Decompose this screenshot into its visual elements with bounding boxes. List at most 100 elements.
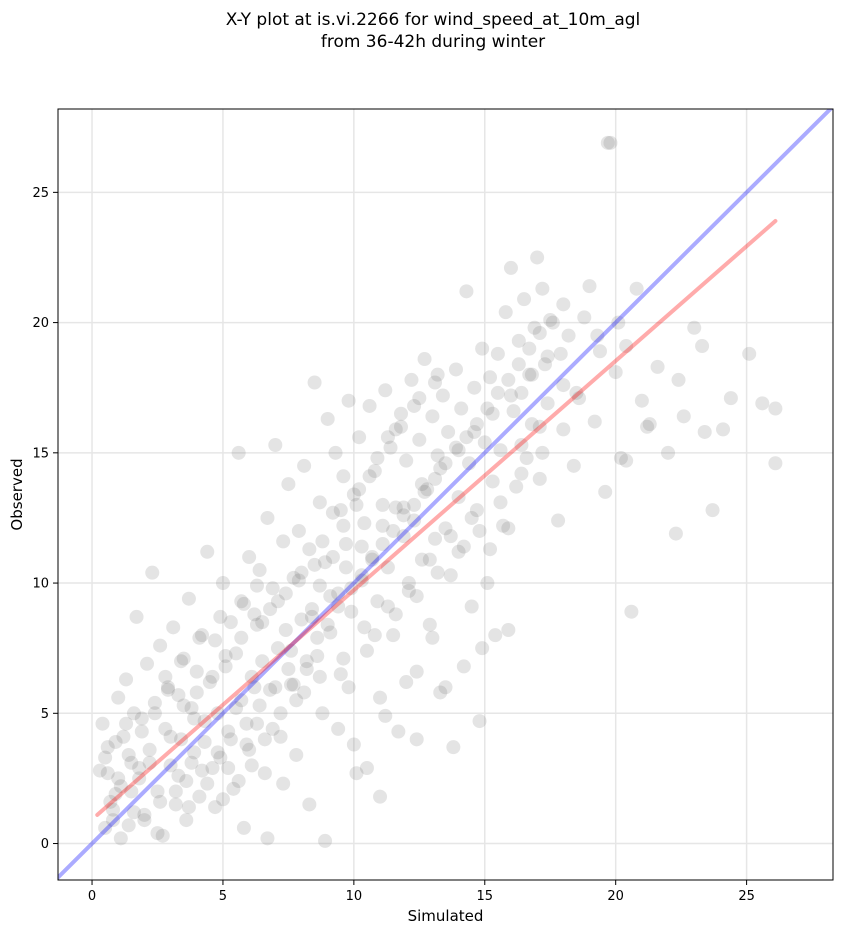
- scatter-point: [380, 599, 395, 614]
- scatter-point: [249, 578, 264, 593]
- scatter-point: [532, 326, 547, 341]
- scatter-point: [375, 536, 390, 551]
- scatter-point: [299, 654, 314, 669]
- scatter-point: [391, 724, 406, 739]
- scatter-point: [485, 474, 500, 489]
- scatter-point: [344, 581, 359, 596]
- scatter-point: [603, 135, 618, 150]
- scatter-point: [454, 401, 469, 416]
- scatter-point: [320, 617, 335, 632]
- scatter-point: [503, 260, 518, 275]
- scatter-point: [155, 828, 170, 843]
- scatter-point: [530, 250, 545, 265]
- scatter-point: [179, 774, 194, 789]
- grid-lines: [58, 109, 833, 880]
- scatter-point: [768, 401, 783, 416]
- scatter-point: [438, 456, 453, 471]
- scatter-point: [145, 565, 160, 580]
- scatter-point: [98, 750, 113, 765]
- scatter-point: [113, 779, 128, 794]
- scatter-point: [551, 513, 566, 528]
- scatter-point: [511, 333, 526, 348]
- scatter-point: [270, 641, 285, 656]
- scatter-point: [103, 794, 118, 809]
- scatter-point: [640, 419, 655, 434]
- scatter-point: [200, 544, 215, 559]
- scatter-point: [150, 826, 165, 841]
- scatter-point: [257, 766, 272, 781]
- scatter-point: [524, 417, 539, 432]
- fit-lines: [58, 109, 833, 880]
- scatter-point: [543, 312, 558, 327]
- scatter-point: [137, 813, 152, 828]
- scatter-point: [422, 617, 437, 632]
- scatter-point: [221, 724, 236, 739]
- scatter-point: [582, 279, 597, 294]
- scatter-point: [187, 711, 202, 726]
- scatter-point: [318, 833, 333, 848]
- scatter-point: [349, 497, 364, 512]
- scatter-point: [108, 734, 123, 749]
- x-tick-label: 5: [219, 889, 227, 904]
- scatter-point: [561, 328, 576, 343]
- scatter-point: [129, 609, 144, 624]
- scatter-point: [181, 800, 196, 815]
- scatter-point: [278, 622, 293, 637]
- scatter-point: [202, 675, 217, 690]
- scatter-point: [401, 583, 416, 598]
- scatter-point: [142, 742, 157, 757]
- scatter-point: [755, 396, 770, 411]
- scatter-point: [331, 721, 346, 736]
- scatter-point: [147, 706, 162, 721]
- scatter-point: [223, 615, 238, 630]
- scatter-point: [386, 628, 401, 643]
- scatter-point: [475, 341, 490, 356]
- scatter-point: [490, 346, 505, 361]
- scatter-point: [624, 604, 639, 619]
- scatter-point: [467, 424, 482, 439]
- scatter-point: [438, 521, 453, 536]
- scatter-point: [229, 701, 244, 716]
- scatter-point: [362, 469, 377, 484]
- scatter-point: [613, 451, 628, 466]
- scatter-point: [501, 372, 516, 387]
- scatter-point: [108, 787, 123, 802]
- scatter-point: [414, 477, 429, 492]
- scatter-point: [307, 557, 322, 572]
- one-to-one-line: [58, 109, 833, 880]
- scatter-point: [619, 339, 634, 354]
- scatter-point: [312, 669, 327, 684]
- scatter-point: [367, 464, 382, 479]
- scatter-point: [441, 424, 456, 439]
- scatter-point: [113, 831, 128, 846]
- scatter-point: [291, 523, 306, 538]
- scatter-point: [378, 708, 393, 723]
- scatter-point: [260, 831, 275, 846]
- scatter-point: [498, 305, 513, 320]
- scatter-point: [370, 451, 385, 466]
- scatter-point: [331, 586, 346, 601]
- scatter-point: [344, 604, 359, 619]
- scatter-point: [409, 664, 424, 679]
- scatter-point: [111, 690, 126, 705]
- scatter-point: [556, 422, 571, 437]
- scatter-point: [289, 747, 304, 762]
- scatter-point: [598, 484, 613, 499]
- scatter-point: [265, 581, 280, 596]
- scatter-point: [255, 654, 270, 669]
- scatter-point: [252, 563, 267, 578]
- scatter-point: [346, 487, 361, 502]
- scatter-point: [522, 341, 537, 356]
- scatter-point: [257, 732, 272, 747]
- scatter-point: [433, 685, 448, 700]
- scatter-point: [619, 453, 634, 468]
- scatter-point: [522, 367, 537, 382]
- scatter-point: [600, 135, 615, 150]
- scatter-point: [142, 755, 157, 770]
- scatter-point: [281, 662, 296, 677]
- scatter-point: [697, 424, 712, 439]
- scatter-point: [100, 740, 115, 755]
- scatter-point: [242, 550, 257, 565]
- scatter-point: [501, 622, 516, 637]
- scatter-point: [158, 721, 173, 736]
